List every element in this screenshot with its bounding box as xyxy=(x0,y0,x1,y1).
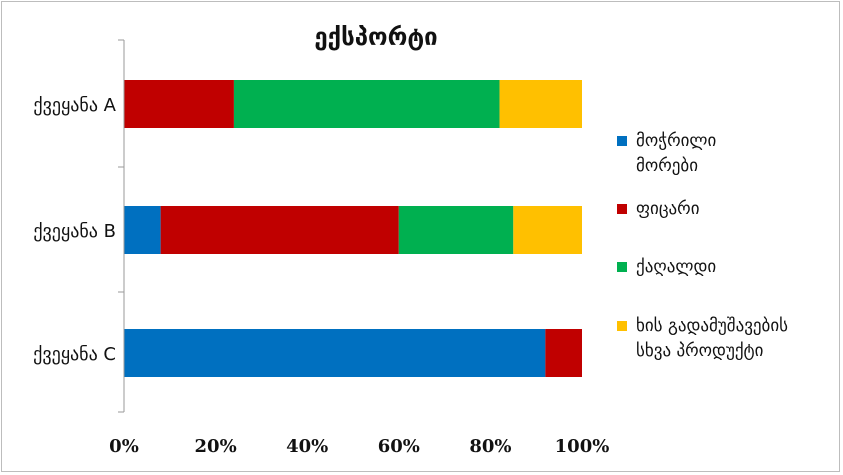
legend-label-4: ხის გადამუშავების xyxy=(636,316,788,336)
bar-segment-2-4 xyxy=(513,206,582,254)
x-tick-label: 100% xyxy=(555,436,610,457)
x-tick-label: 40% xyxy=(286,436,328,457)
bar-segment-2-2 xyxy=(160,206,399,254)
legend-label-1: მორები xyxy=(636,156,698,176)
x-tick-label: 20% xyxy=(195,436,237,457)
legend-swatch-2 xyxy=(617,204,627,214)
chart-title: ექსპორტი xyxy=(314,23,437,51)
x-tick-label: 60% xyxy=(378,436,420,457)
legend-swatch-1 xyxy=(617,136,627,146)
category-label: ქვეყანა A xyxy=(33,95,116,116)
category-label: ქვეყანა C xyxy=(33,344,116,365)
bars-group xyxy=(124,80,582,377)
bar-segment-2-3 xyxy=(398,206,514,254)
bar-segment-3-2 xyxy=(545,329,582,377)
axes-group: ქვეყანა A ქვეყანა B ქვეყანა C 0% 20% 40% 60% 80… xyxy=(33,39,610,457)
legend-label-1: მოჭრილი xyxy=(636,131,716,151)
category-label: ქვეყანა B xyxy=(33,221,116,242)
bar-segment-1-2 xyxy=(124,80,234,128)
bar-segment-1-3 xyxy=(233,80,500,128)
bar-segment-3-1 xyxy=(124,329,546,377)
legend-swatch-4 xyxy=(617,321,627,331)
legend-label-2: ფიცარი xyxy=(636,199,700,219)
legend-group: მოჭრილი მორები ფიცარი ქაღალდი ხის გადამუშავე… xyxy=(617,131,788,361)
x-tick-label: 0% xyxy=(109,436,139,457)
legend-label-3: ქაღალდი xyxy=(636,257,716,277)
legend-swatch-3 xyxy=(617,262,627,272)
legend-label-4: სხვა პროდუქტი xyxy=(636,341,763,361)
bar-segment-2-1 xyxy=(124,206,161,254)
x-tick-label: 80% xyxy=(469,436,511,457)
bar-segment-1-4 xyxy=(499,80,582,128)
